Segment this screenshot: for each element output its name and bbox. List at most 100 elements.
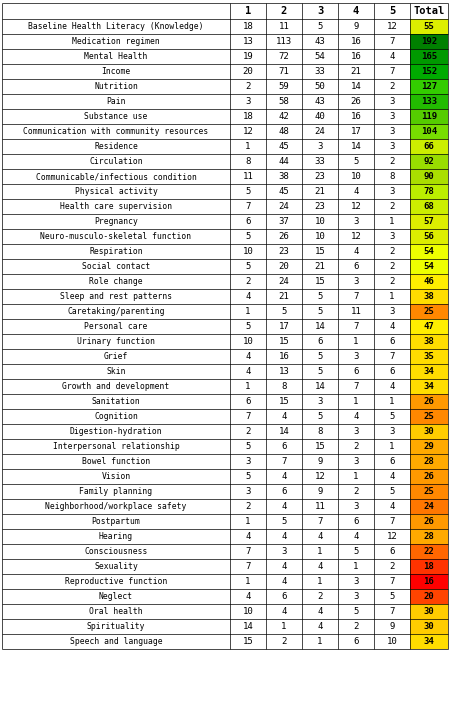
Text: 26: 26	[424, 517, 434, 526]
Text: 66: 66	[424, 142, 434, 151]
Text: 1: 1	[245, 6, 251, 16]
Text: Speech and language: Speech and language	[70, 637, 162, 646]
Text: 33: 33	[315, 67, 325, 76]
Text: 6: 6	[389, 457, 395, 466]
Text: 6: 6	[317, 337, 323, 346]
Bar	[2, 154, 448, 169]
Text: Growth and development: Growth and development	[63, 382, 170, 391]
Text: 5: 5	[246, 442, 251, 451]
Text: Social contact: Social contact	[82, 262, 150, 271]
Text: 17: 17	[351, 127, 361, 136]
Text: 5: 5	[246, 322, 251, 331]
Text: 5: 5	[353, 607, 359, 616]
Bar	[2, 109, 448, 124]
Text: Circulation: Circulation	[89, 157, 143, 166]
Text: 40: 40	[315, 112, 325, 121]
Bar	[410, 439, 448, 454]
Text: 7: 7	[389, 517, 395, 526]
Text: 6: 6	[353, 367, 359, 376]
Bar	[2, 274, 448, 289]
Text: 3: 3	[389, 142, 395, 151]
Bar	[2, 529, 448, 544]
Text: 19: 19	[243, 52, 254, 61]
Text: 46: 46	[424, 277, 434, 286]
Text: 5: 5	[317, 367, 323, 376]
Text: 1: 1	[389, 292, 395, 301]
Bar	[410, 64, 448, 79]
Bar	[2, 289, 448, 304]
Text: 5: 5	[353, 157, 359, 166]
Text: Pregnancy: Pregnancy	[94, 217, 138, 226]
Text: 4: 4	[246, 292, 251, 301]
Text: 21: 21	[279, 292, 289, 301]
Text: 5: 5	[246, 262, 251, 271]
Text: 35: 35	[424, 352, 434, 361]
Text: Neighborhood/workplace safety: Neighborhood/workplace safety	[46, 502, 187, 511]
Text: 6: 6	[281, 592, 287, 601]
Bar	[2, 49, 448, 64]
Text: 10: 10	[315, 232, 325, 241]
Text: 92: 92	[424, 157, 434, 166]
Text: Interpersonal relationship: Interpersonal relationship	[53, 442, 179, 451]
Text: 47: 47	[424, 322, 434, 331]
Text: 6: 6	[246, 397, 251, 406]
Text: 12: 12	[387, 22, 397, 31]
Bar	[410, 154, 448, 169]
Text: 2: 2	[353, 622, 359, 631]
Text: 3: 3	[353, 427, 359, 436]
Text: 4: 4	[353, 247, 359, 256]
Bar	[410, 529, 448, 544]
Text: Hearing: Hearing	[99, 532, 133, 541]
Bar	[2, 619, 448, 634]
Text: 37: 37	[279, 217, 289, 226]
Bar	[2, 259, 448, 274]
Text: 7: 7	[389, 37, 395, 46]
Text: 2: 2	[353, 442, 359, 451]
Text: 8: 8	[317, 427, 323, 436]
Text: Respiration: Respiration	[89, 247, 143, 256]
Text: Postpartum: Postpartum	[91, 517, 140, 526]
Text: 3: 3	[389, 427, 395, 436]
Text: 44: 44	[279, 157, 289, 166]
Text: Neglect: Neglect	[99, 592, 133, 601]
Text: Pain: Pain	[106, 97, 126, 106]
Bar	[410, 49, 448, 64]
Bar	[2, 454, 448, 469]
Text: 2: 2	[389, 277, 395, 286]
Text: 23: 23	[315, 172, 325, 181]
Text: 5: 5	[389, 412, 395, 421]
Text: Grief: Grief	[104, 352, 128, 361]
Text: 90: 90	[424, 172, 434, 181]
Text: 3: 3	[353, 457, 359, 466]
Text: 4: 4	[281, 607, 287, 616]
Bar	[2, 64, 448, 79]
Text: 13: 13	[279, 367, 289, 376]
Text: 18: 18	[424, 562, 434, 571]
Text: 5: 5	[389, 487, 395, 496]
Bar	[2, 559, 448, 574]
Text: 2: 2	[246, 427, 251, 436]
Text: 4: 4	[317, 562, 323, 571]
Text: 3: 3	[389, 187, 395, 196]
Text: 14: 14	[315, 322, 325, 331]
Text: Reproductive function: Reproductive function	[65, 577, 167, 586]
Text: Communication with community resources: Communication with community resources	[23, 127, 209, 136]
Text: 5: 5	[246, 187, 251, 196]
Bar	[410, 349, 448, 364]
Text: 54: 54	[315, 52, 325, 61]
Bar	[410, 499, 448, 514]
Text: 8: 8	[246, 157, 251, 166]
Bar	[410, 169, 448, 184]
Bar	[410, 604, 448, 619]
Text: 34: 34	[424, 382, 434, 391]
Bar	[2, 349, 448, 364]
Text: 3: 3	[353, 592, 359, 601]
Text: 28: 28	[424, 532, 434, 541]
Text: 4: 4	[317, 622, 323, 631]
Text: Personal care: Personal care	[84, 322, 148, 331]
Text: Income: Income	[101, 67, 131, 76]
Text: 1: 1	[389, 217, 395, 226]
Text: 18: 18	[243, 112, 254, 121]
Text: 2: 2	[389, 247, 395, 256]
Bar	[410, 454, 448, 469]
